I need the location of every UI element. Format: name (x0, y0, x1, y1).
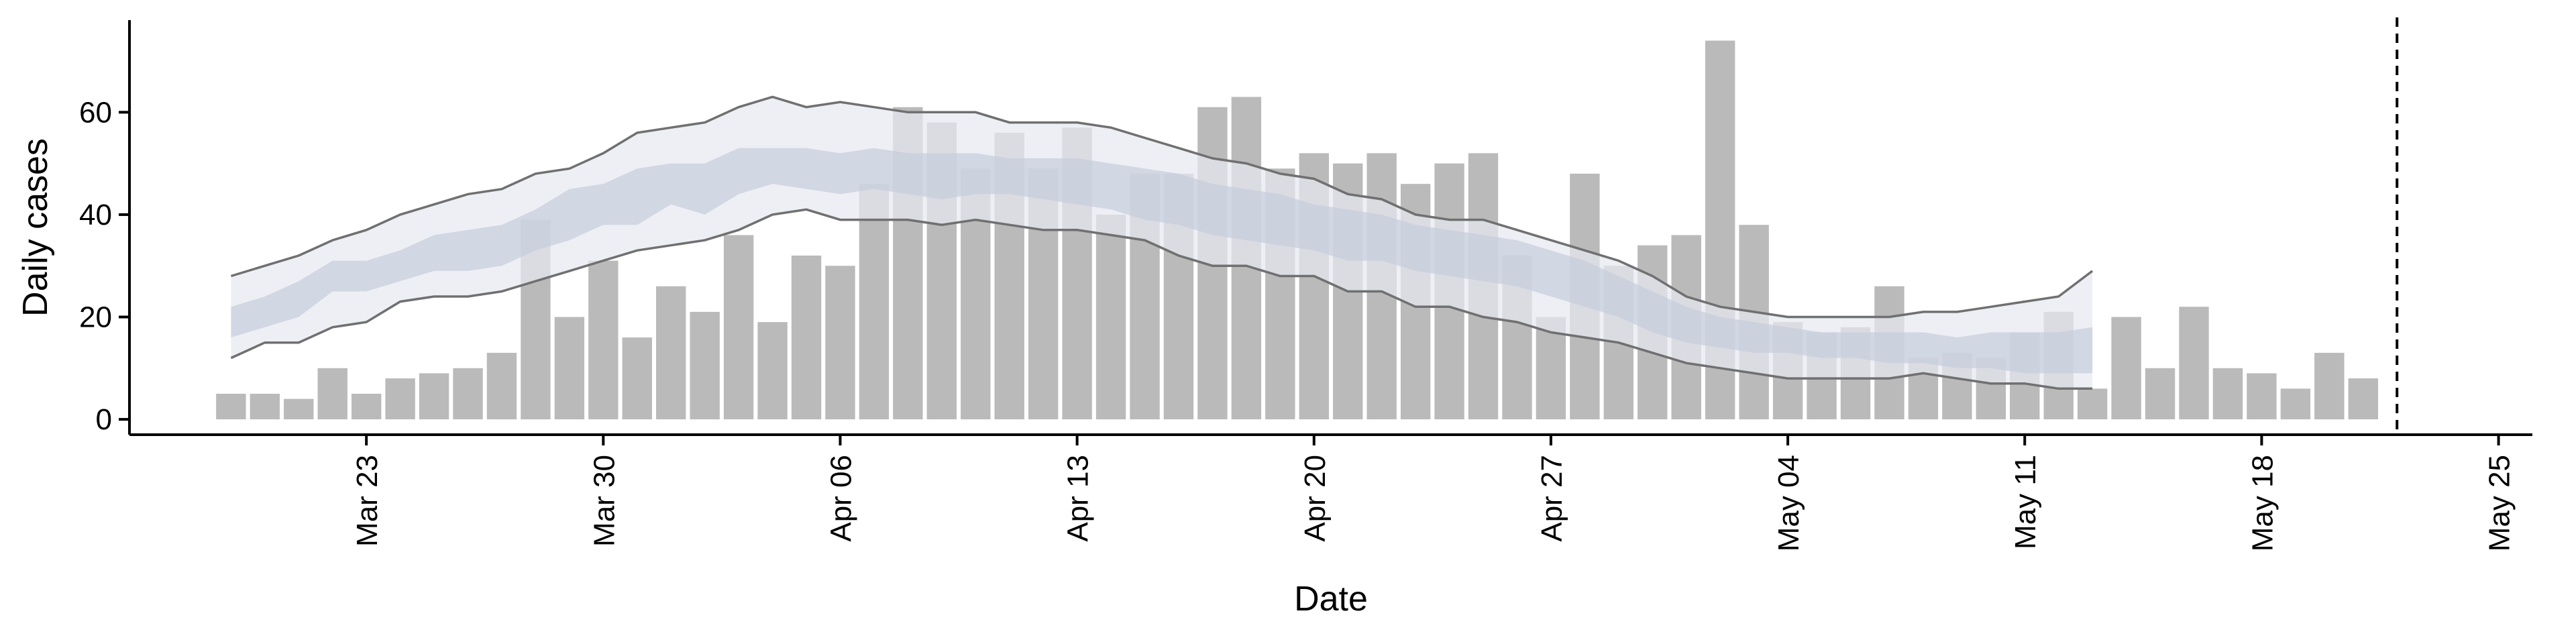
ribbon-90-upper-line (230, 95, 2094, 319)
bar (2280, 388, 2311, 420)
y-axis-title: Daily cases (16, 138, 55, 317)
bar (453, 368, 483, 420)
bar (351, 393, 382, 420)
plot-area (216, 17, 2399, 435)
bar (825, 266, 855, 420)
bar (859, 184, 890, 420)
x-tick-label: Apr 06 (825, 455, 858, 542)
y-tick-label: 60 (79, 96, 112, 129)
bar (2145, 368, 2176, 420)
x-tick-label: Apr 20 (1299, 455, 1332, 542)
bar (723, 235, 754, 420)
x-axis-title: Date (1294, 580, 1368, 619)
bar (2179, 307, 2209, 420)
bar (419, 373, 449, 420)
bar (250, 393, 280, 420)
bar (2247, 373, 2277, 420)
x-axis-ticks: Mar 23 Mar 30 Apr 06 Apr 13 Apr 20 Apr 27 May … (351, 435, 2516, 551)
x-tick-label: May 11 (2009, 455, 2042, 549)
x-tick-label: Mar 23 (351, 455, 384, 547)
bar (588, 260, 619, 420)
bar (486, 352, 517, 420)
bar (2111, 317, 2141, 420)
bar (284, 398, 314, 420)
y-tick-label: 0 (96, 403, 112, 436)
bar (554, 317, 585, 420)
bar (622, 337, 652, 420)
bar (656, 286, 686, 420)
bar (791, 255, 822, 420)
ribbon-50 (231, 148, 2093, 374)
bar (1095, 214, 1126, 420)
bar (757, 322, 788, 420)
ribbon-90-lower-line (230, 208, 2093, 390)
y-axis-ticks: 0 20 40 60 (79, 96, 129, 436)
y-tick-label: 40 (79, 199, 112, 231)
x-tick-label: Mar 30 (588, 455, 621, 547)
bar (2077, 388, 2108, 420)
bar (2212, 368, 2243, 420)
bar (317, 368, 347, 420)
bar (216, 393, 246, 420)
bar (2314, 352, 2345, 420)
x-tick-label: Apr 13 (1062, 455, 1095, 542)
bar (2348, 378, 2378, 420)
x-tick-label: May 04 (1772, 455, 1805, 551)
bar (690, 311, 720, 420)
bar (385, 378, 415, 420)
x-tick-label: May 25 (2483, 455, 2516, 551)
x-tick-label: Apr 27 (1536, 455, 1568, 542)
x-tick-label: May 18 (2246, 455, 2279, 551)
y-tick-label: 20 (79, 301, 112, 334)
